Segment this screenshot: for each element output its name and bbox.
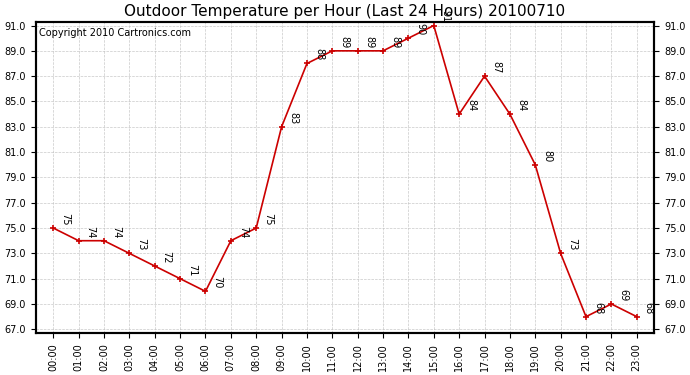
Text: 73: 73 [137,238,146,250]
Title: Outdoor Temperature per Hour (Last 24 Hours) 20100710: Outdoor Temperature per Hour (Last 24 Ho… [124,4,566,19]
Text: 90: 90 [415,23,425,35]
Text: 84: 84 [517,99,527,111]
Text: 70: 70 [213,276,222,288]
Text: 69: 69 [618,289,629,301]
Text: 71: 71 [187,264,197,276]
Text: 89: 89 [339,36,349,48]
Text: 74: 74 [111,225,121,238]
Text: 83: 83 [288,112,299,124]
Text: 89: 89 [390,36,400,48]
Text: 75: 75 [263,213,273,225]
Text: 89: 89 [364,36,375,48]
Text: 68: 68 [644,302,653,314]
Text: 75: 75 [60,213,70,225]
Text: 88: 88 [314,48,324,61]
Text: 84: 84 [466,99,476,111]
Text: 91: 91 [441,10,451,23]
Text: 74: 74 [238,225,248,238]
Text: 68: 68 [593,302,603,314]
Text: 72: 72 [161,251,172,263]
Text: Copyright 2010 Cartronics.com: Copyright 2010 Cartronics.com [39,28,190,38]
Text: 73: 73 [568,238,578,250]
Text: 74: 74 [86,225,96,238]
Text: 87: 87 [491,61,502,74]
Text: 80: 80 [542,150,552,162]
